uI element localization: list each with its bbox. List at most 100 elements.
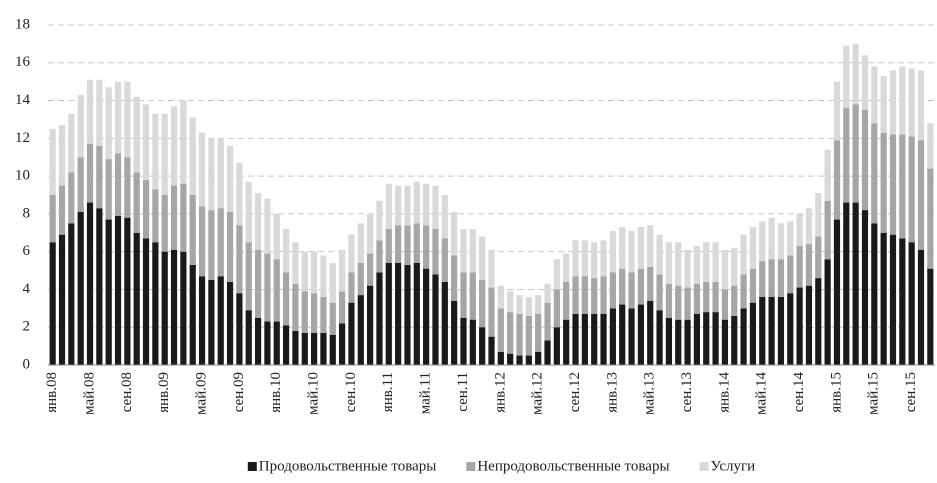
bar-segment: [273, 213, 280, 260]
bar-segment: [385, 183, 392, 229]
bar-segment: [535, 351, 542, 365]
bar-segment: [339, 249, 346, 292]
bar-segment: [693, 246, 701, 284]
bar-segment: [367, 285, 374, 365]
bar-segment: [479, 280, 486, 328]
bar-segment: [311, 293, 318, 333]
bar-segment: [58, 185, 66, 235]
bar-segment: [451, 300, 458, 365]
bar-segment: [395, 263, 402, 365]
x-tick-label: май.08: [81, 372, 97, 415]
bar-segment: [544, 340, 551, 365]
bar-segment: [619, 304, 626, 365]
x-tick-label: сен.09: [231, 372, 247, 412]
bar-segment: [404, 264, 411, 365]
bar-segment: [49, 195, 56, 243]
x-tick-label: янв.13: [604, 372, 620, 413]
bar-segment: [133, 232, 140, 365]
x-tick-label: сен.14: [791, 372, 807, 413]
x-tick-label: сен.15: [903, 372, 919, 412]
bar-segment: [749, 268, 757, 303]
bar-segment: [413, 223, 420, 263]
bar-segment: [114, 153, 122, 216]
bar-segment: [759, 297, 766, 365]
bar-segment: [880, 76, 887, 133]
x-tick-label: май.14: [754, 372, 770, 415]
y-tick-label: 4: [23, 281, 31, 297]
bar-segment: [451, 212, 458, 256]
bar-segment: [712, 312, 719, 365]
bar-segment: [805, 244, 813, 286]
bar-segment: [142, 238, 150, 365]
x-tick-label: янв.11: [380, 372, 396, 412]
bar-segment: [563, 253, 570, 282]
bar-segment: [917, 70, 925, 141]
bar-segment: [824, 149, 831, 201]
x-tick-label: май.13: [642, 372, 658, 415]
bar-segment: [357, 223, 364, 263]
bar-segment: [488, 287, 495, 337]
bar-segment: [796, 213, 803, 246]
bar-segment: [413, 181, 420, 224]
bar-segment: [320, 297, 327, 333]
bar-segment: [114, 215, 122, 365]
bar-segment: [927, 168, 934, 269]
bar-segment: [488, 249, 495, 288]
bar-segment: [320, 255, 327, 297]
x-tick-label: янв.14: [716, 372, 732, 413]
x-tick-label: янв.12: [492, 372, 508, 413]
bar-segment: [805, 208, 813, 245]
bar-segment: [647, 266, 654, 301]
bar-segment: [469, 272, 476, 320]
bar-segment: [367, 253, 374, 286]
bar-segment: [693, 314, 701, 365]
bar-segment: [553, 289, 560, 328]
bar-segment: [423, 183, 430, 226]
bar-segment: [264, 253, 271, 322]
bar-segment: [282, 325, 290, 365]
bar-segment: [861, 55, 869, 110]
bar-segment: [777, 259, 785, 297]
bar-segment: [516, 355, 523, 365]
bar-segment: [609, 308, 616, 365]
bar-segment: [395, 225, 402, 263]
y-tick-label: 14: [15, 92, 31, 108]
bar-segment: [198, 206, 206, 277]
bar-segment: [563, 281, 570, 320]
bar-segment: [152, 189, 159, 243]
bar-segment: [600, 276, 607, 314]
bar-segment: [861, 110, 869, 211]
bar-segment: [208, 210, 215, 280]
bar-segment: [161, 113, 168, 195]
bar-segment: [656, 274, 663, 311]
x-tick-label: май.11: [418, 372, 434, 414]
bar-segment: [180, 251, 187, 365]
bar-segment: [479, 327, 486, 365]
bar-segment: [348, 272, 355, 303]
bar-segment: [637, 268, 644, 305]
bar-segment: [469, 229, 476, 273]
bar-segment: [217, 276, 224, 365]
bar-segment: [441, 281, 448, 365]
bar-segment: [796, 246, 803, 288]
bar-segment: [217, 208, 224, 277]
bar-segment: [105, 219, 112, 365]
bar-segment: [628, 308, 635, 365]
bar-segment: [721, 319, 729, 365]
bar-segment: [423, 225, 430, 269]
bar-segment: [124, 81, 131, 158]
bar-segment: [731, 285, 738, 316]
bar-segment: [740, 274, 747, 309]
bar-segment: [777, 297, 785, 365]
bar-segment: [507, 353, 514, 365]
bar-segment: [665, 283, 672, 318]
bar-segment: [236, 225, 243, 294]
bar-segment: [68, 113, 75, 173]
bar-segment: [292, 283, 299, 331]
bar-segment: [217, 138, 224, 209]
bar-segment: [254, 317, 262, 365]
bar-segment: [357, 263, 364, 296]
bar-segment: [77, 94, 84, 158]
bar-segment: [721, 289, 729, 320]
bar-segment: [917, 249, 925, 365]
